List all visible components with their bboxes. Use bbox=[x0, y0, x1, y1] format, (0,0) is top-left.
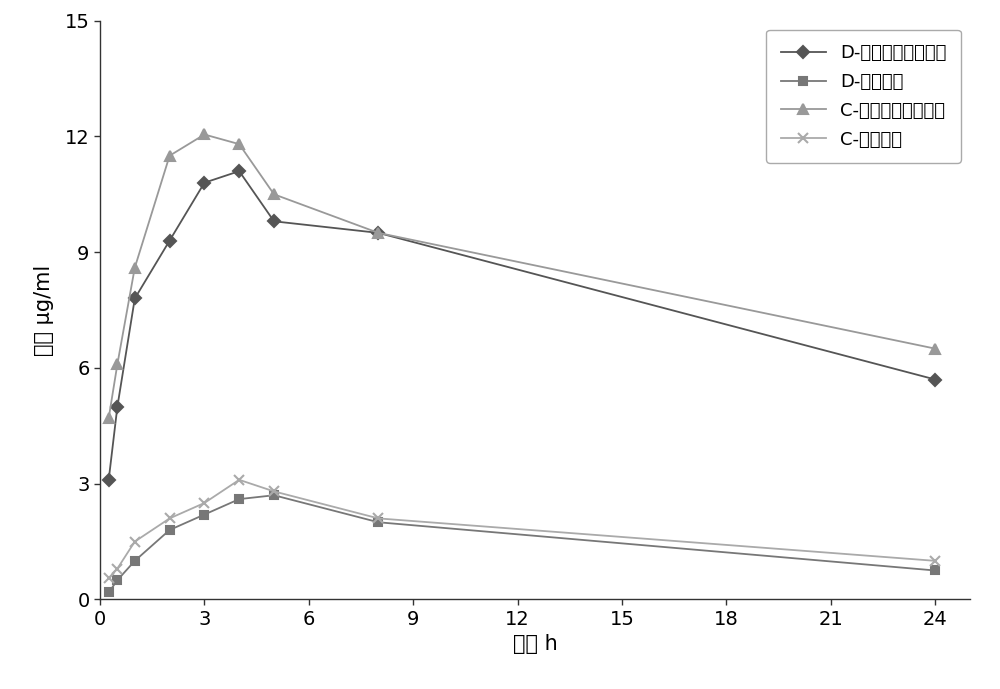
D-甲氧苄啊 bbox=[103, 588, 115, 597]
C-磺胺间甲氧噇啊钒 bbox=[129, 263, 141, 271]
D-磺胺间甲氧噇啊钒 bbox=[164, 236, 176, 245]
C-甲氧苄啊 bbox=[929, 557, 941, 565]
D-磺胺间甲氧噇啊钒 bbox=[929, 376, 941, 384]
D-甲氧苄啊 bbox=[164, 526, 176, 534]
Line: C-甲氧苄啊: C-甲氧苄啊 bbox=[104, 475, 940, 583]
D-磺胺间甲氧噇啊钒 bbox=[129, 294, 141, 302]
D-甲氧苄啊 bbox=[129, 557, 141, 565]
D-甲氧苄啊 bbox=[111, 576, 123, 584]
C-甲氧苄啊 bbox=[164, 514, 176, 522]
D-磺胺间甲氧噇啊钒 bbox=[268, 217, 280, 225]
C-甲氧苄啊 bbox=[129, 537, 141, 546]
Y-axis label: 浓度 μg/ml: 浓度 μg/ml bbox=[34, 265, 54, 356]
C-磺胺间甲氧噇啊钒 bbox=[164, 152, 176, 160]
D-磺胺间甲氧噇啊钒 bbox=[198, 178, 210, 187]
C-甲氧苄啊 bbox=[111, 564, 123, 573]
C-磺胺间甲氧噇啊钒 bbox=[111, 360, 123, 368]
Legend: D-磺胺间甲氧噇啊钒, D-甲氧苄啊, C-磺胺间甲氧噇啊钒, C-甲氧苄啊: D-磺胺间甲氧噇啊钒, D-甲氧苄啊, C-磺胺间甲氧噇啊钒, C-甲氧苄啊 bbox=[766, 30, 961, 163]
D-磺胺间甲氧噇啊钒 bbox=[233, 167, 245, 175]
C-甲氧苄啊 bbox=[268, 487, 280, 495]
D-甲氧苄啊 bbox=[268, 491, 280, 500]
C-磺胺间甲氧噇啊钒 bbox=[929, 344, 941, 353]
Line: D-磺胺间甲氧噇啊钒: D-磺胺间甲氧噇啊钒 bbox=[105, 167, 939, 484]
C-磺胺间甲氧噇啊钒 bbox=[103, 414, 115, 422]
Line: D-甲氧苄啊: D-甲氧苄啊 bbox=[105, 491, 939, 597]
C-甲氧苄啊 bbox=[198, 499, 210, 507]
C-甲氧苄啊 bbox=[372, 514, 384, 522]
D-磺胺间甲氧噇啊钒 bbox=[103, 475, 115, 484]
D-甲氧苄啊 bbox=[233, 495, 245, 503]
C-磺胺间甲氧噇啊钒 bbox=[372, 229, 384, 237]
X-axis label: 时间 h: 时间 h bbox=[513, 635, 557, 655]
C-磺胺间甲氧噇啊钒 bbox=[233, 140, 245, 148]
Line: C-磺胺间甲氧噇啊钒: C-磺胺间甲氧噇啊钒 bbox=[104, 130, 940, 423]
D-甲氧苄啊 bbox=[198, 511, 210, 519]
D-甲氧苄啊 bbox=[929, 566, 941, 575]
D-磺胺间甲氧噇啊钒 bbox=[111, 402, 123, 411]
C-甲氧苄啊 bbox=[233, 475, 245, 484]
C-甲氧苄啊 bbox=[103, 574, 115, 582]
C-磺胺间甲氧噇啊钒 bbox=[268, 190, 280, 198]
D-磺胺间甲氧噇啊钒 bbox=[372, 229, 384, 237]
C-磺胺间甲氧噇啊钒 bbox=[198, 130, 210, 138]
D-甲氧苄啊 bbox=[372, 518, 384, 526]
